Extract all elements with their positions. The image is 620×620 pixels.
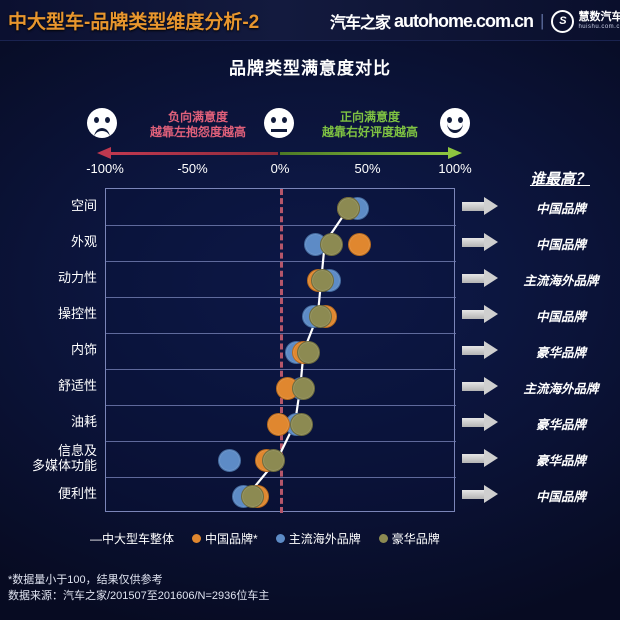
who-arrow-icon-4 xyxy=(462,341,502,359)
partner-domain: huishu.com.cn xyxy=(578,24,620,30)
who-highest-value-4: 豪华品牌 xyxy=(535,346,586,360)
scatter-plot-area xyxy=(105,188,456,513)
positive-axis-arrow xyxy=(280,152,448,155)
y-axis-label-5: 舒适性 xyxy=(57,378,97,393)
data-point[interactable] xyxy=(347,232,371,256)
footnote-line1: *数据量小于100，结果仅供参考 xyxy=(8,574,163,586)
who-arrow-icon-8 xyxy=(462,485,502,503)
page-header: 中大型车-品牌类型维度分析-2 汽车之家 autohome.com.cn | S… xyxy=(0,0,620,41)
negative-sentiment-line2: 越靠左抱怨度越高 xyxy=(149,125,246,139)
who-arrow-icon-7 xyxy=(462,449,502,467)
x-tick-4: 100% xyxy=(438,161,472,176)
who-highest-title: 谁最高？ xyxy=(529,171,590,188)
page-title: 中大型车-品牌类型维度分析-2 xyxy=(8,12,260,33)
positive-sentiment-line1: 正向满意度 xyxy=(339,110,400,124)
data-point[interactable] xyxy=(240,484,264,508)
who-highest-value-8: 中国品牌 xyxy=(535,490,586,504)
legend-item-overall: —中大型车整体 xyxy=(90,530,174,547)
data-point[interactable] xyxy=(296,340,320,364)
y-axis-label-2: 动力性 xyxy=(57,270,97,285)
data-point[interactable] xyxy=(218,448,241,472)
positive-arrow-head-icon xyxy=(448,147,462,159)
who-arrow-icon-6 xyxy=(462,413,502,431)
x-tick-0: -100% xyxy=(86,161,124,176)
brand-domain: autohome.com.cn xyxy=(394,10,534,31)
y-axis-label-4: 内饰 xyxy=(70,342,97,357)
chart-title: 品牌类型满意度对比 xyxy=(229,59,391,78)
who-highest-value-0: 中国品牌 xyxy=(535,202,586,216)
huishu-logo-icon: S xyxy=(551,9,575,33)
legend-item-mainstream: 主流海外品牌 xyxy=(275,530,361,547)
y-axis-label-3: 操控性 xyxy=(57,306,97,321)
brand-logo-group: 汽车之家 autohome.com.cn | S 慧数汽车 huishu.com… xyxy=(330,9,620,33)
legend-luxury-label: 豪华品牌 xyxy=(391,531,440,546)
who-highest-value-2: 主流海外品牌 xyxy=(523,274,599,288)
x-tick-2: 0% xyxy=(270,161,290,176)
footnotes: *数据量小于100，结果仅供参考 数据来源：汽车之家/201507至201606… xyxy=(8,572,269,604)
data-point[interactable] xyxy=(309,304,332,328)
negative-sentiment-line1: 负向满意度 xyxy=(167,110,228,124)
legend-mainstream-label: 主流海外品牌 xyxy=(288,531,361,546)
zero-reference-line xyxy=(280,189,283,513)
legend-swatch-mainstream-icon xyxy=(275,533,285,543)
sad-face-icon xyxy=(87,108,117,138)
partner-name: 慧数汽车 xyxy=(578,11,620,23)
who-highest-value-5: 主流海外品牌 xyxy=(523,382,599,396)
data-point[interactable] xyxy=(289,412,313,436)
x-tick-3: 50% xyxy=(354,161,381,176)
who-arrow-icon-0 xyxy=(462,197,502,215)
footnote-line2: 数据来源：汽车之家/201507至201606/N=2936位车主 xyxy=(8,590,270,602)
negative-axis-arrow xyxy=(110,152,278,155)
who-highest-value-3: 中国品牌 xyxy=(535,310,586,324)
who-arrow-icon-2 xyxy=(462,269,502,287)
data-point[interactable] xyxy=(319,232,343,256)
negative-sentiment-label: 负向满意度 越靠左抱怨度越高 xyxy=(128,110,268,140)
positive-sentiment-line2: 越靠右好评度越高 xyxy=(321,125,418,139)
partner-brand-text: 慧数汽车 huishu.com.cn xyxy=(578,11,620,31)
chart-legend: —中大型车整体 中国品牌* 主流海外品牌 豪华品牌 xyxy=(90,528,510,548)
brand-divider: | xyxy=(540,11,545,30)
data-point[interactable] xyxy=(310,268,334,292)
y-axis-label-7: 信息及 多媒体功能 xyxy=(31,443,97,473)
y-axis-label-6: 油耗 xyxy=(70,414,97,429)
legend-swatch-china-icon xyxy=(192,533,202,543)
x-tick-1: -50% xyxy=(177,161,208,176)
neutral-face-icon xyxy=(264,108,294,138)
who-highest-value-1: 中国品牌 xyxy=(535,238,586,252)
who-highest-value-7: 豪华品牌 xyxy=(535,454,586,468)
data-point[interactable] xyxy=(337,196,360,220)
data-point[interactable] xyxy=(291,376,315,400)
y-axis-label-0: 空间 xyxy=(70,198,97,213)
who-arrow-icon-3 xyxy=(462,305,502,323)
legend-overall-label: —中大型车整体 xyxy=(90,531,175,546)
legend-china-label: 中国品牌* xyxy=(205,531,258,546)
who-highest-value-6: 豪华品牌 xyxy=(535,418,586,432)
negative-arrow-head-icon xyxy=(97,147,111,159)
brand-name-cn: 汽车之家 xyxy=(330,15,391,32)
legend-swatch-luxury-icon xyxy=(378,533,388,543)
happy-face-icon xyxy=(440,108,470,138)
positive-sentiment-label: 正向满意度 越靠右好评度越高 xyxy=(300,110,440,140)
data-point[interactable] xyxy=(261,448,285,472)
who-arrow-icon-5 xyxy=(462,377,502,395)
y-axis-label-1: 外观 xyxy=(70,234,97,249)
y-axis-label-8: 便利性 xyxy=(57,486,97,501)
who-arrow-icon-1 xyxy=(462,233,502,251)
legend-item-china: 中国品牌* xyxy=(192,530,258,547)
legend-item-luxury: 豪华品牌 xyxy=(378,530,440,547)
data-point[interactable] xyxy=(267,412,290,436)
